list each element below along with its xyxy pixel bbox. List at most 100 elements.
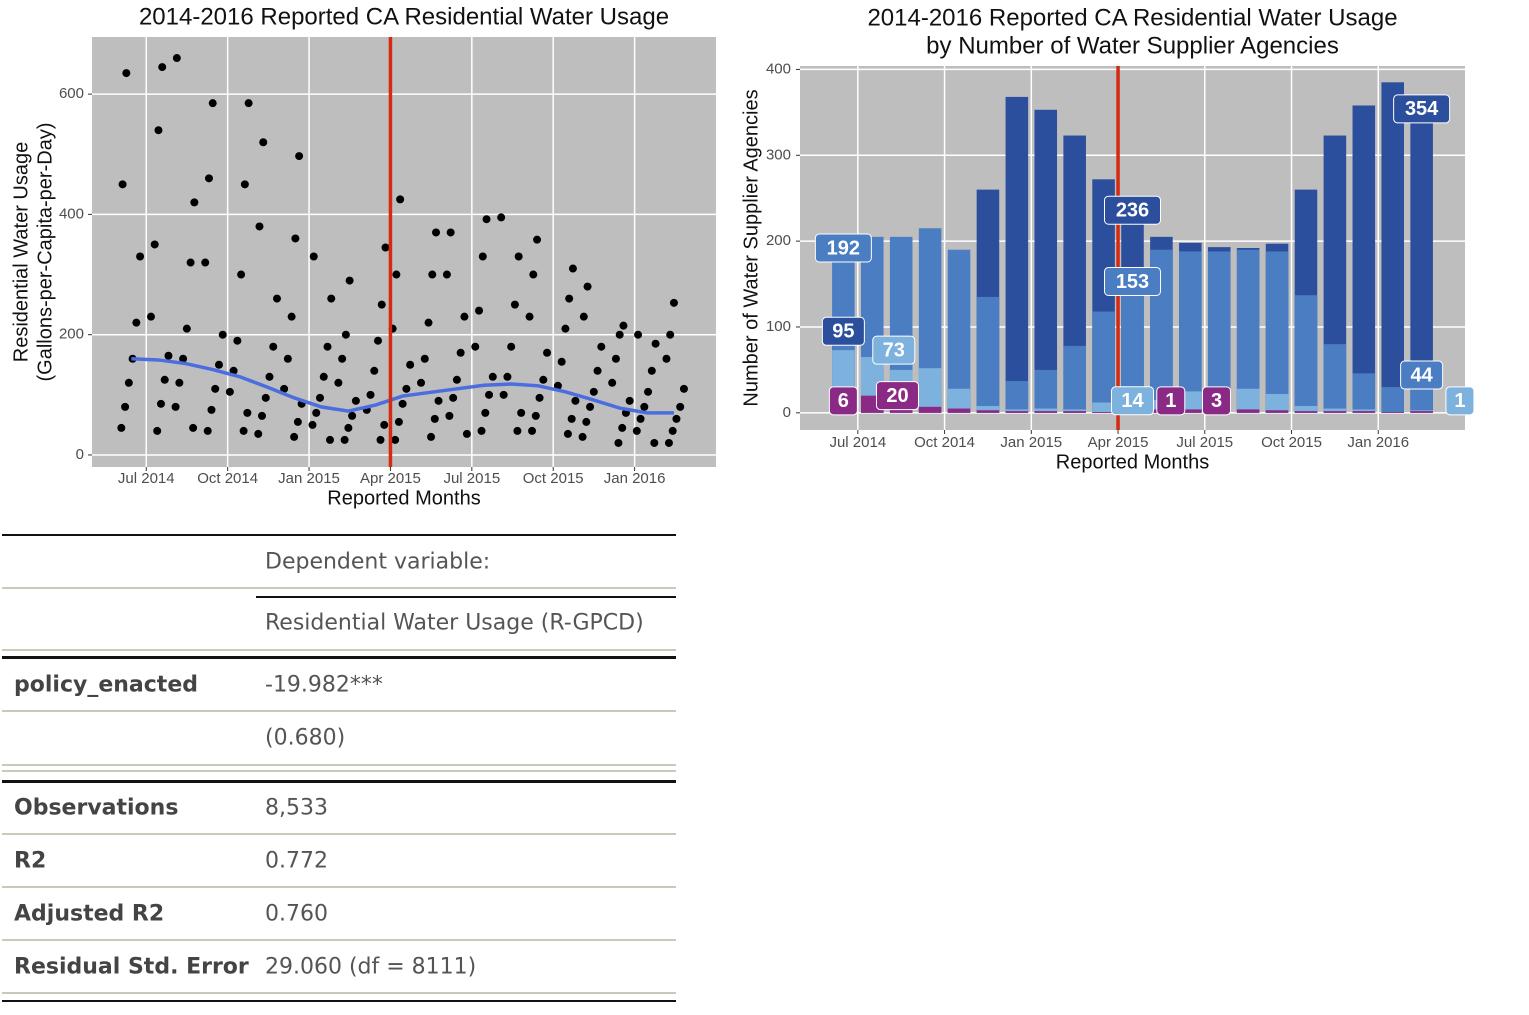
label-box: [872, 335, 916, 365]
point: [567, 414, 576, 423]
point: [316, 393, 325, 402]
bar: [1236, 388, 1260, 413]
point: [164, 351, 173, 360]
data-label: 44: [1411, 364, 1434, 386]
point: [239, 426, 248, 435]
point: [392, 270, 401, 279]
point: [391, 435, 400, 444]
point: [446, 228, 455, 237]
rule: [2, 780, 676, 783]
rule: [2, 833, 676, 835]
point: [485, 390, 494, 399]
x-tick-label: Apr 2015: [360, 470, 421, 487]
point: [535, 393, 544, 402]
point: [432, 228, 441, 237]
data-label: 1: [1454, 390, 1465, 412]
point: [528, 426, 537, 435]
x-tick-label: Jul 2015: [443, 470, 500, 487]
point: [442, 270, 451, 279]
point: [156, 399, 165, 408]
rule: [2, 764, 676, 766]
y-tick-label: 300: [766, 146, 791, 163]
bar: [976, 296, 1000, 413]
bar: [1236, 249, 1260, 413]
bar: [976, 410, 1000, 413]
y-axis-label: (Gallons-per-Capita-per-Day): [34, 123, 56, 382]
point: [341, 330, 350, 339]
data-label: 20: [886, 385, 908, 407]
bar: [1034, 369, 1058, 413]
point: [381, 243, 390, 252]
y-axis-label: Residential Water Usage: [10, 142, 32, 362]
y-tick-label: 200: [766, 232, 791, 249]
point: [482, 215, 491, 224]
x-tick-label: Jan 2016: [604, 470, 666, 487]
x-tick-label: Jul 2014: [118, 470, 175, 487]
trend-line: [131, 356, 674, 415]
point: [124, 378, 133, 387]
point: [507, 342, 516, 351]
x-axis-label: Reported Months: [1056, 451, 1209, 473]
cell: 29.060 (df = 8111): [265, 954, 477, 980]
bar: [1323, 408, 1347, 413]
point: [497, 213, 506, 222]
rule: [2, 992, 676, 994]
point: [531, 411, 540, 420]
point: [283, 354, 292, 363]
label-box: [1202, 386, 1231, 416]
point: [225, 387, 234, 396]
bar: [918, 368, 942, 413]
point: [533, 235, 542, 244]
point: [608, 378, 617, 387]
point: [233, 336, 242, 345]
point: [571, 396, 580, 405]
point: [340, 435, 349, 444]
x-tick-label: Apr 2015: [1088, 434, 1149, 451]
cell: -19.982***: [265, 672, 383, 698]
label-box: [1156, 386, 1186, 416]
point: [201, 258, 210, 267]
bar: [1034, 411, 1058, 413]
bar: [1265, 393, 1289, 413]
point: [428, 270, 437, 279]
data-label: 354: [1405, 98, 1439, 120]
point: [619, 321, 628, 330]
point: [650, 438, 659, 447]
point: [132, 318, 141, 327]
bar: [1092, 411, 1115, 413]
label-box: [1104, 266, 1161, 296]
point: [323, 342, 332, 351]
label-box: [875, 381, 919, 411]
x-tick-label: Jan 2016: [1347, 434, 1409, 451]
point: [327, 294, 336, 303]
point: [488, 372, 497, 381]
bar: [1092, 402, 1115, 413]
y-tick-label: 0: [783, 404, 791, 421]
point: [211, 384, 220, 393]
point: [402, 384, 411, 393]
point: [539, 375, 548, 384]
bar: [1323, 135, 1347, 413]
point: [579, 312, 588, 321]
point: [150, 240, 159, 249]
point: [308, 420, 317, 429]
point: [154, 126, 163, 135]
bar: [1179, 409, 1202, 413]
point: [255, 222, 264, 231]
point: [259, 138, 268, 147]
bar: [1265, 251, 1289, 413]
bar: [947, 249, 971, 413]
x-tick-label: Oct 2015: [1261, 434, 1322, 451]
point: [153, 426, 162, 435]
header-cell: Dependent variable:: [265, 549, 491, 575]
point: [243, 408, 252, 417]
point: [615, 330, 624, 339]
point: [456, 348, 465, 357]
cell: 8,533: [265, 795, 328, 821]
point: [557, 357, 566, 366]
point: [427, 432, 436, 441]
point: [514, 252, 523, 261]
point: [345, 276, 354, 285]
x-tick-label: Jul 2015: [1176, 434, 1233, 451]
